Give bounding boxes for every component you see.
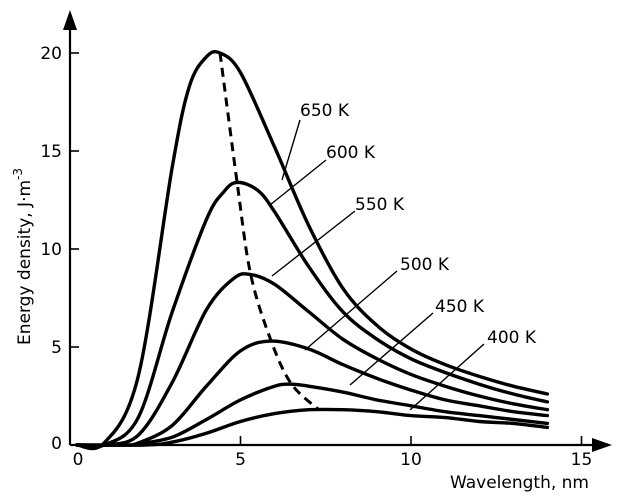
y-axis-label-exponent: -3 [11,168,25,180]
curve-label-550-k: 550 K [355,195,405,215]
curve-550-k [75,272,550,448]
curve-450-k [75,382,550,447]
label-leader-lines [269,119,485,411]
y-tick-label-15: 15 [40,142,62,162]
leader-500-k [304,270,398,351]
series-curves [75,49,550,451]
curve-label-650-k: 650 K [300,101,350,121]
x-tick-label-15: 15 [571,450,593,470]
y-axis-label-group: Energy density, J·m-3 [11,168,35,345]
y-axis-arrow [63,10,77,30]
curve-500-k [75,339,550,447]
peak-locus-dashed-line [218,52,320,411]
axis-ticks [70,52,583,445]
curve-label-400-k: 400 K [487,328,537,348]
curve-400-k [75,407,550,447]
leader-550-k [271,210,356,277]
leader-600-k [269,159,327,206]
x-axis-arrow [592,438,612,452]
curve-label-600-k: 600 K [326,143,376,163]
leader-450-k [349,312,434,386]
curve-650-k [75,49,550,451]
y-axis-label: Energy density, J·m-3 [11,168,35,345]
curve-label-450-k: 450 K [435,297,485,317]
curve-label-500-k: 500 K [400,255,450,275]
leader-650-k [281,119,301,181]
x-axis-label: Wavelength, nm [450,473,589,493]
y-tick-label-5: 5 [51,338,62,358]
leader-400-k [409,343,485,411]
curve-600-k [75,180,550,449]
y-tick-label-10: 10 [40,240,62,260]
y-tick-label-0: 0 [51,434,62,454]
x-tick-label-0: 0 [73,450,84,470]
x-tick-label-5: 5 [235,450,246,470]
tick-labels: 0 5 10 15 0 5 10 15 20 [40,44,592,470]
y-axis-label-text: Energy density, J·m [15,180,35,345]
x-tick-label-10: 10 [400,450,422,470]
y-tick-label-20: 20 [40,44,62,64]
